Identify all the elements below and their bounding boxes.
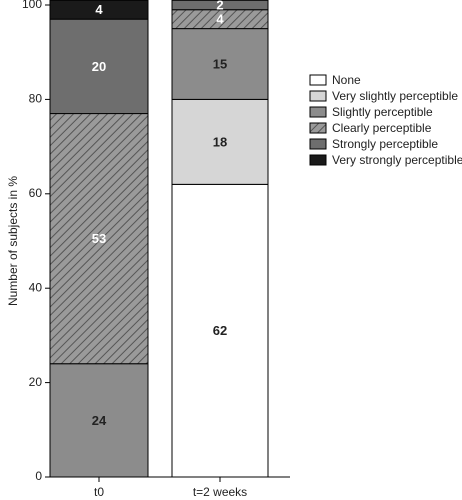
data-label: 4 — [216, 12, 224, 27]
data-label: 24 — [92, 413, 107, 428]
bar-segment — [49, 113, 149, 365]
y-tick-label: 0 — [35, 469, 42, 483]
data-label: 53 — [92, 231, 106, 246]
legend-label: None — [332, 73, 361, 87]
y-tick-label: 60 — [29, 186, 43, 200]
y-tick-label: 100 — [22, 0, 42, 11]
bar-segment — [171, 183, 269, 478]
data-label: 15 — [213, 56, 227, 71]
legend-label: Very strongly perceptible — [332, 153, 462, 167]
data-label: 18 — [213, 134, 227, 149]
legend-swatch — [309, 90, 327, 102]
bar-segment — [171, 28, 269, 100]
legend-label: Slightly perceptible — [332, 105, 433, 119]
legend-swatch — [309, 138, 327, 150]
data-label: 2 — [216, 0, 223, 12]
bar-segment — [171, 0, 269, 11]
data-label: 20 — [92, 59, 106, 74]
y-tick-label: 40 — [29, 280, 43, 294]
legend-label: Strongly perceptible — [332, 137, 438, 151]
x-tick-label: t0 — [94, 485, 104, 499]
y-tick-label: 80 — [29, 92, 43, 106]
bar-segment — [49, 18, 149, 115]
data-label: 4 — [95, 2, 103, 17]
x-tick-label: t=2 weeks — [193, 485, 247, 499]
legend-label: Clearly perceptible — [332, 121, 432, 135]
bar-segment — [49, 0, 149, 20]
bar-segment — [171, 98, 269, 185]
y-tick-label: 20 — [29, 375, 43, 389]
legend-swatch — [309, 106, 327, 118]
bar-segment — [49, 363, 149, 478]
y-axis-label: Number of subjects in % — [6, 176, 20, 306]
legend-swatch — [309, 154, 327, 166]
legend-swatch — [309, 74, 327, 86]
data-label: 62 — [213, 323, 227, 338]
legend-label: Very slightly perceptible — [332, 89, 458, 103]
legend-swatch — [309, 122, 327, 134]
